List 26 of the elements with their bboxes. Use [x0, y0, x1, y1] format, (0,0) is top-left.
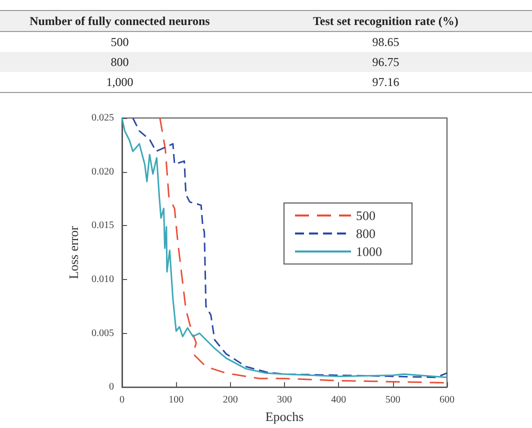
legend-label: 800: [356, 226, 376, 241]
text: 96.75: [239, 52, 532, 72]
x-tick-label: 600: [440, 394, 454, 406]
x-tick-label: 0: [120, 394, 124, 406]
legend-label: 1000: [356, 244, 382, 259]
text: Test set recognition rate (%): [239, 10, 532, 32]
x-tick-label: 300: [277, 394, 292, 406]
text: 97.16: [239, 72, 532, 92]
text: 500: [110, 34, 130, 50]
y-tick-label: 0.010: [92, 274, 114, 285]
text: Number of fully connected neurons: [0, 10, 240, 32]
text: 1,000: [0, 72, 240, 92]
y-tick-label: 0.025: [92, 112, 114, 124]
text: 98.65: [371, 34, 400, 50]
x-tick-label: 200: [222, 394, 238, 406]
x-axis-title: Epochs: [265, 409, 304, 424]
x-tick-label: 400: [331, 394, 346, 406]
text: 800: [0, 52, 240, 72]
y-tick-label: 0: [109, 382, 114, 393]
y-tick-label: 0.005: [92, 328, 114, 339]
x-tick-label: 500: [385, 394, 400, 406]
y-axis-title: Loss error: [66, 225, 81, 280]
y-tick-label: 0.015: [92, 220, 114, 232]
legend-label: 500: [356, 208, 376, 223]
y-tick-label: 0.020: [92, 166, 114, 178]
x-tick-label: 100: [168, 394, 184, 406]
